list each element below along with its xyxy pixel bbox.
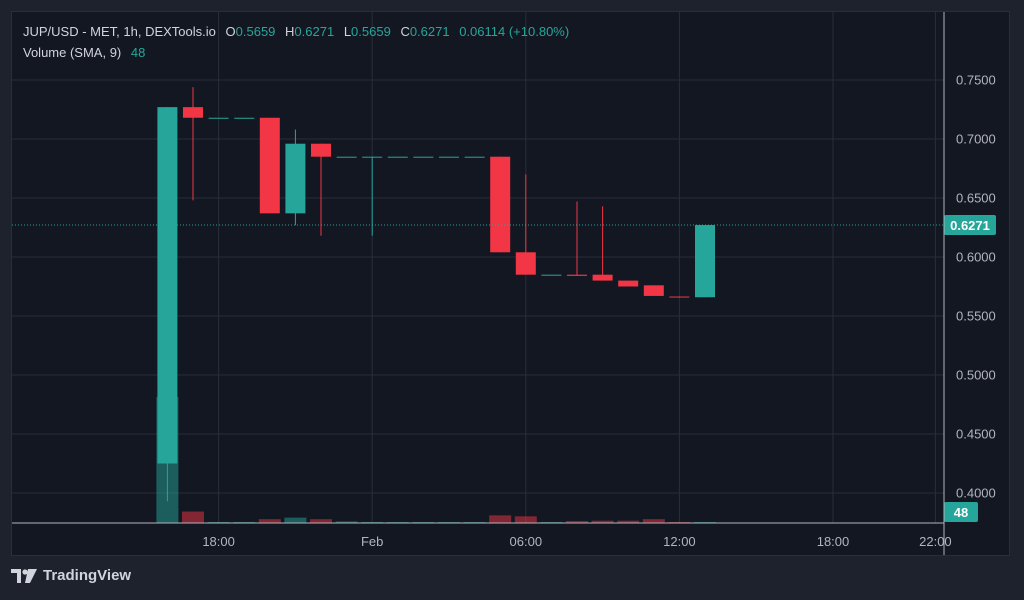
tradingview-logo[interactable]: TradingView — [11, 567, 131, 584]
volume-bar — [258, 519, 281, 523]
y-tick-label: 0.4000 — [956, 486, 996, 501]
candlestick-chart[interactable]: 0.7500 0.7000 0.6500 0.6000 0.5500 0.5000 0.45… — [12, 12, 1010, 556]
candle-body — [439, 156, 459, 158]
candle-body — [285, 143, 306, 214]
candle-body — [567, 274, 587, 276]
symbol-label[interactable]: JUP/USD - MET, 1h, DEXTools.io — [23, 24, 216, 39]
candle-body — [387, 156, 408, 158]
candles — [157, 87, 715, 502]
volume-bar — [335, 521, 358, 523]
candle-body — [208, 117, 229, 119]
y-tick-label: 0.7500 — [956, 73, 996, 88]
open-value: 0.5659 — [235, 24, 276, 39]
y-tick-label: 0.5000 — [956, 368, 996, 383]
change-value: 0.06114 (+10.80%) — [459, 24, 570, 39]
y-tick-label: 0.7000 — [956, 132, 996, 147]
candle-body — [695, 225, 715, 298]
close-label: C0.6271 — [400, 24, 450, 39]
y-tick-label: 0.5500 — [956, 309, 996, 324]
tradingview-icon — [11, 568, 37, 583]
close-value: 0.6271 — [409, 24, 450, 39]
candle-body — [669, 296, 690, 298]
candle-body — [643, 285, 664, 296]
volume-bar — [591, 520, 614, 523]
candle-body — [259, 117, 280, 214]
volume-indicator-value: 48 — [130, 45, 146, 60]
x-tick-label: Feb — [361, 534, 383, 549]
x-tick-label: 12:00 — [663, 534, 696, 549]
x-tick-label: 18:00 — [817, 534, 850, 549]
volume-bar — [566, 521, 588, 523]
y-tick-label: 0.6000 — [956, 250, 996, 265]
low-label: L0.5659 — [343, 24, 391, 39]
candle-body — [464, 156, 485, 158]
volume-bars — [156, 397, 716, 523]
volume-badge — [944, 502, 978, 522]
candle-body — [490, 156, 511, 253]
high-value: 0.6271 — [294, 24, 335, 39]
volume-bar — [617, 520, 640, 523]
volume-legend: Volume (SMA, 9) 48 — [23, 45, 151, 60]
volume-bar — [182, 511, 204, 523]
y-tick-label: 0.6500 — [956, 191, 996, 206]
volume-bar — [310, 519, 332, 523]
last-price-label: 0.6271 — [950, 218, 990, 233]
open-label: O0.5659 — [225, 24, 276, 39]
x-tick-label: 18:00 — [202, 534, 235, 549]
volume-badge-label: 48 — [954, 505, 968, 520]
candle-body — [311, 143, 331, 157]
x-tick-label: 22:00 — [919, 534, 952, 549]
last-price-badge — [944, 215, 996, 236]
candle-body — [592, 274, 613, 281]
x-tick-label: 06:00 — [510, 534, 543, 549]
volume-bar — [642, 519, 665, 523]
candle-body — [234, 117, 255, 119]
high-label: H0.6271 — [285, 24, 335, 39]
candle-body — [362, 156, 383, 158]
volume-bar — [284, 517, 307, 523]
candle-body — [541, 274, 562, 276]
candle-body — [515, 252, 536, 275]
volume-indicator-label[interactable]: Volume (SMA, 9) — [23, 45, 122, 60]
axes: 0.7500 0.7000 0.6500 0.6000 0.5500 0.5000 0.45… — [12, 12, 996, 555]
volume-bar — [514, 516, 537, 523]
candle-body — [157, 107, 178, 464]
branding-label: TradingView — [43, 567, 132, 584]
low-value: 0.5659 — [351, 24, 391, 39]
grid — [12, 12, 944, 523]
candle-body — [413, 156, 434, 158]
candle-body — [336, 156, 357, 158]
volume-bar — [489, 515, 512, 523]
candle-body — [618, 280, 639, 287]
y-tick-label: 0.4500 — [956, 427, 996, 442]
ohlc-legend: JUP/USD - MET, 1h, DEXTools.io O0.5659 H… — [23, 24, 575, 39]
chart-frame[interactable]: 0.7500 0.7000 0.6500 0.6000 0.5500 0.5000 0.45… — [11, 11, 1010, 556]
candle-body — [183, 107, 203, 118]
